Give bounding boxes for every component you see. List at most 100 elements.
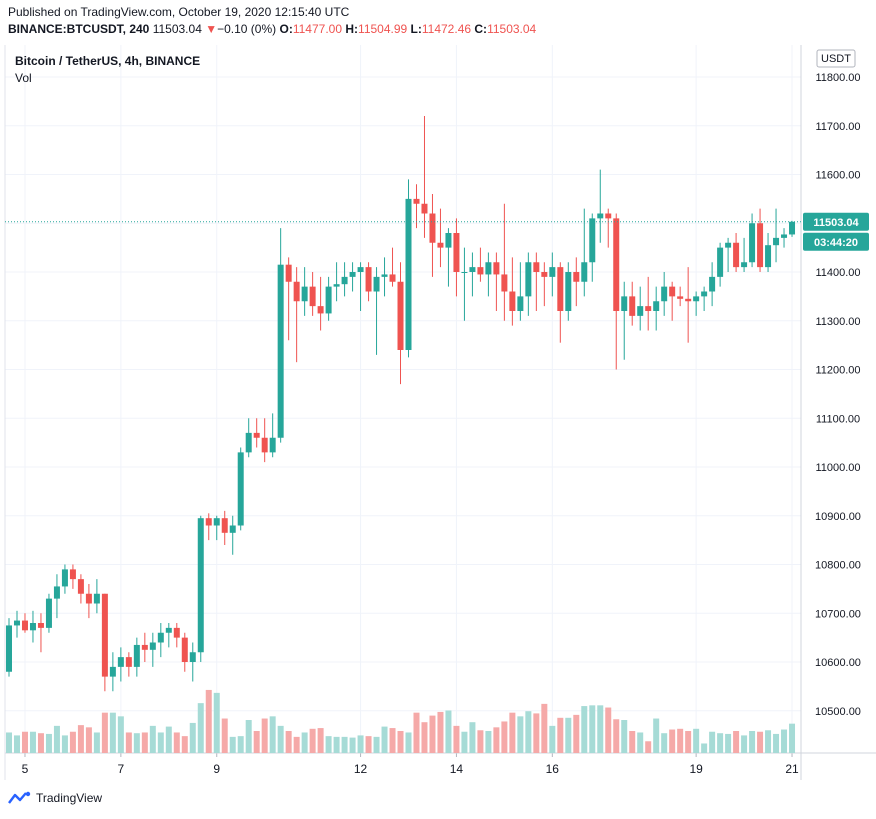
chart-title: Bitcoin / TetherUS, 4h, BINANCE <box>15 54 201 68</box>
volume-bar <box>533 713 540 753</box>
volume-bar <box>325 736 332 753</box>
candle-body <box>77 579 84 594</box>
volume-bar <box>373 736 380 753</box>
candle-body <box>557 267 564 311</box>
published-line: Published on TradingView.com, October 19… <box>8 5 350 19</box>
volume-bar <box>469 722 476 753</box>
candle-body <box>133 644 140 667</box>
candle-body <box>21 620 28 631</box>
candle-body <box>445 233 452 248</box>
high-label: H: <box>345 22 359 36</box>
volume-bar <box>637 732 644 753</box>
volume-bar <box>149 725 156 753</box>
volume-bar <box>709 731 716 753</box>
candle-body <box>453 233 460 272</box>
y-tick-label: 10600.00 <box>815 657 861 669</box>
candle-body <box>581 262 588 282</box>
candle-body <box>45 598 52 628</box>
candle-body <box>197 518 204 653</box>
volume-bar <box>6 732 12 753</box>
candle-body <box>733 242 740 268</box>
candle-body <box>381 274 388 277</box>
chart-legend: Bitcoin / TetherUS, 4h, BINANCE Vol <box>15 53 200 87</box>
candle-body <box>53 586 60 599</box>
volume-bar <box>317 728 324 753</box>
volume-bar <box>421 722 428 753</box>
volume-bar <box>789 723 796 753</box>
x-tick-label: 19 <box>689 762 703 776</box>
volume-bar <box>85 727 92 753</box>
candle-body <box>701 291 708 297</box>
y-tick-label: 11200.00 <box>815 365 860 377</box>
candle-body <box>693 296 700 302</box>
candle-body <box>589 218 596 263</box>
candle-body <box>253 432 260 438</box>
candle-body <box>517 296 524 311</box>
volume-bar <box>349 737 356 753</box>
volume-bar <box>765 730 772 753</box>
candle-body <box>645 306 652 311</box>
volume-bar <box>381 726 388 753</box>
candle-body <box>29 623 36 631</box>
volume-bar <box>565 717 572 753</box>
y-tick-label: 11000.00 <box>815 462 860 474</box>
candle-body <box>717 247 724 277</box>
volume-bar <box>397 731 404 753</box>
volume-bar <box>141 732 148 753</box>
volume-bar <box>589 705 596 753</box>
x-tick-label: 21 <box>785 762 799 776</box>
y-tick-label: 10800.00 <box>815 560 861 572</box>
volume-bar <box>165 726 172 753</box>
y-tick-label: 11400.00 <box>815 267 860 279</box>
volume-bar <box>605 707 612 753</box>
candle-body <box>437 242 444 248</box>
volume-bar <box>157 732 164 753</box>
volume-bar <box>181 736 188 753</box>
volume-bar <box>61 735 68 753</box>
candle-body <box>493 262 500 275</box>
volume-bar <box>685 731 692 753</box>
ohlc-line: BINANCE:BTCUSDT, 240 11503.04 ▼−0.10 (0%… <box>8 22 536 36</box>
volume-bar <box>581 706 588 753</box>
volume-bar <box>253 731 260 753</box>
low-label: L: <box>410 22 422 36</box>
candle-body <box>317 306 324 314</box>
currency-box <box>816 49 856 68</box>
brand-name: TradingView <box>36 791 103 805</box>
candle-body <box>101 593 108 677</box>
candle-body <box>429 213 436 243</box>
candle-body <box>85 593 92 604</box>
candle-body <box>165 627 172 633</box>
volume-bar <box>461 731 468 753</box>
y-tick-label: 11600.00 <box>815 170 860 182</box>
price-chart[interactable]: 10500.00 10600.00 10700.00 10800.00 10900.00… <box>0 40 876 780</box>
candle-body <box>69 569 76 580</box>
candle-body <box>389 274 396 282</box>
candle-body <box>237 452 244 526</box>
candle-body <box>93 593 100 604</box>
symbol-label: BINANCE:BTCUSDT, 240 <box>8 22 150 36</box>
last-price: 11503.04 <box>152 22 202 36</box>
candle-body <box>397 281 404 350</box>
candle-body <box>405 198 412 350</box>
volume-bar <box>437 711 444 753</box>
candle-body <box>269 437 276 453</box>
candle-body <box>781 234 788 238</box>
candle-body <box>285 264 292 282</box>
volume-bar <box>205 689 212 753</box>
x-tick-label: 16 <box>546 762 560 776</box>
volume-bar <box>117 716 124 753</box>
volume-bar <box>133 733 140 753</box>
candle-body <box>205 518 212 526</box>
candle-body <box>757 223 764 268</box>
tradingview-brand[interactable]: TradingView <box>8 791 102 805</box>
candle-body <box>365 267 372 292</box>
volume-bar <box>101 712 108 753</box>
volume-bar <box>429 715 436 753</box>
volume-bar <box>597 705 604 753</box>
volume-bar <box>13 735 20 753</box>
candle-body <box>749 223 756 263</box>
volume-bar <box>413 712 420 753</box>
volume-bar <box>69 731 76 753</box>
volume-bar <box>613 719 620 753</box>
